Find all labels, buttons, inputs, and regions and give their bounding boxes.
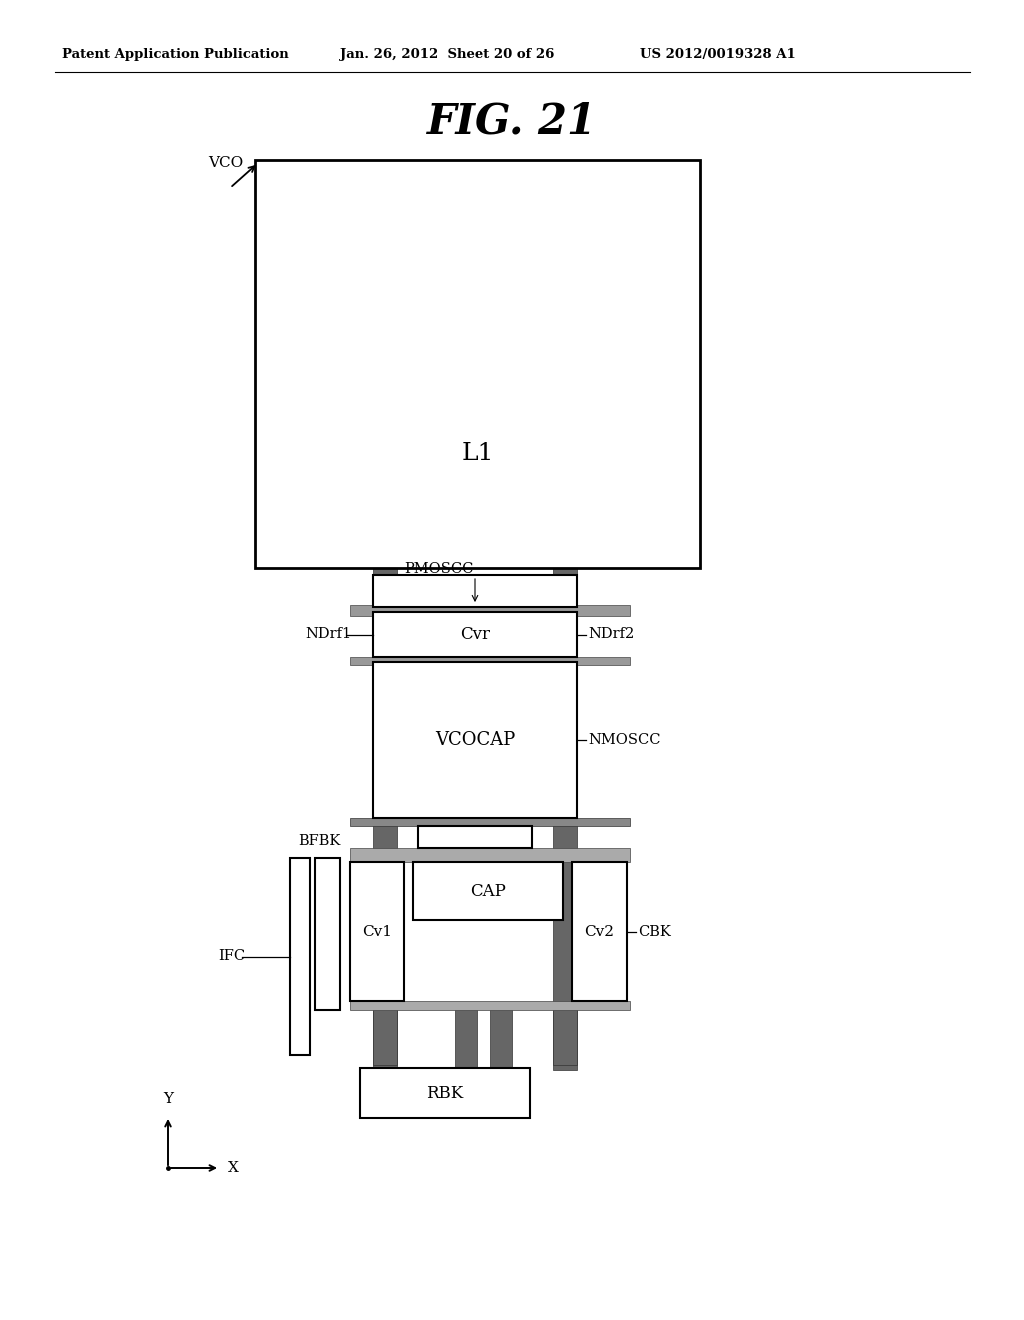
Text: Cv2: Cv2 [585,924,614,939]
Text: US 2012/0019328 A1: US 2012/0019328 A1 [640,48,796,61]
Bar [572,862,627,1001]
Text: Cv1: Cv1 [362,924,392,939]
Bar [350,605,630,616]
Bar [350,847,630,862]
Bar [373,663,577,818]
Bar [360,1068,530,1118]
Text: IFC: IFC [218,949,245,964]
Text: L1: L1 [462,442,494,465]
Bar [455,1005,477,1072]
Bar [373,576,577,607]
Bar [350,1001,630,1010]
Bar [373,612,577,657]
Bar [490,1005,512,1072]
Bar [315,858,340,1010]
Text: CBK: CBK [638,924,671,939]
Text: FIG. 21: FIG. 21 [427,100,597,143]
Bar [350,657,630,665]
Bar [418,826,532,847]
Text: RBK: RBK [426,1085,464,1101]
Text: Y: Y [163,1092,173,1106]
Text: CAP: CAP [470,883,506,899]
Bar [553,1005,577,1065]
Text: VCOCAP: VCOCAP [435,731,515,748]
Bar [373,568,397,1071]
Text: PMOSCC: PMOSCC [404,562,473,576]
Bar [373,1005,397,1065]
Text: Cvr: Cvr [460,626,490,643]
Text: NDrf1: NDrf1 [305,627,351,642]
Text: BFBK: BFBK [298,834,340,847]
Bar [413,862,563,920]
Text: NDrf2: NDrf2 [588,627,634,642]
Bar [553,568,577,1071]
Bar [255,160,700,568]
Text: VCO: VCO [208,156,244,170]
Text: Jan. 26, 2012  Sheet 20 of 26: Jan. 26, 2012 Sheet 20 of 26 [340,48,554,61]
Text: Patent Application Publication: Patent Application Publication [62,48,289,61]
Text: NMOSCC: NMOSCC [588,733,660,747]
Bar [350,818,630,826]
Bar [350,862,404,1001]
Text: X: X [228,1162,239,1175]
Bar [290,858,310,1055]
